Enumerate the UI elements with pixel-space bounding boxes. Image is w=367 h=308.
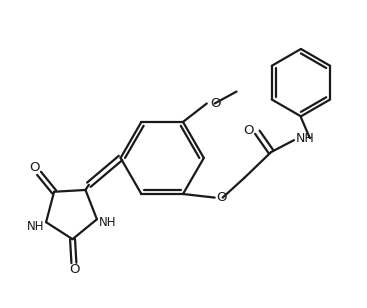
Text: O: O (243, 124, 253, 137)
Text: NH: NH (27, 220, 45, 233)
Text: O: O (210, 97, 220, 110)
Text: O: O (69, 263, 80, 276)
Text: NH: NH (99, 216, 116, 229)
Text: O: O (217, 191, 227, 204)
Text: O: O (29, 161, 40, 174)
Text: NH: NH (296, 132, 315, 145)
